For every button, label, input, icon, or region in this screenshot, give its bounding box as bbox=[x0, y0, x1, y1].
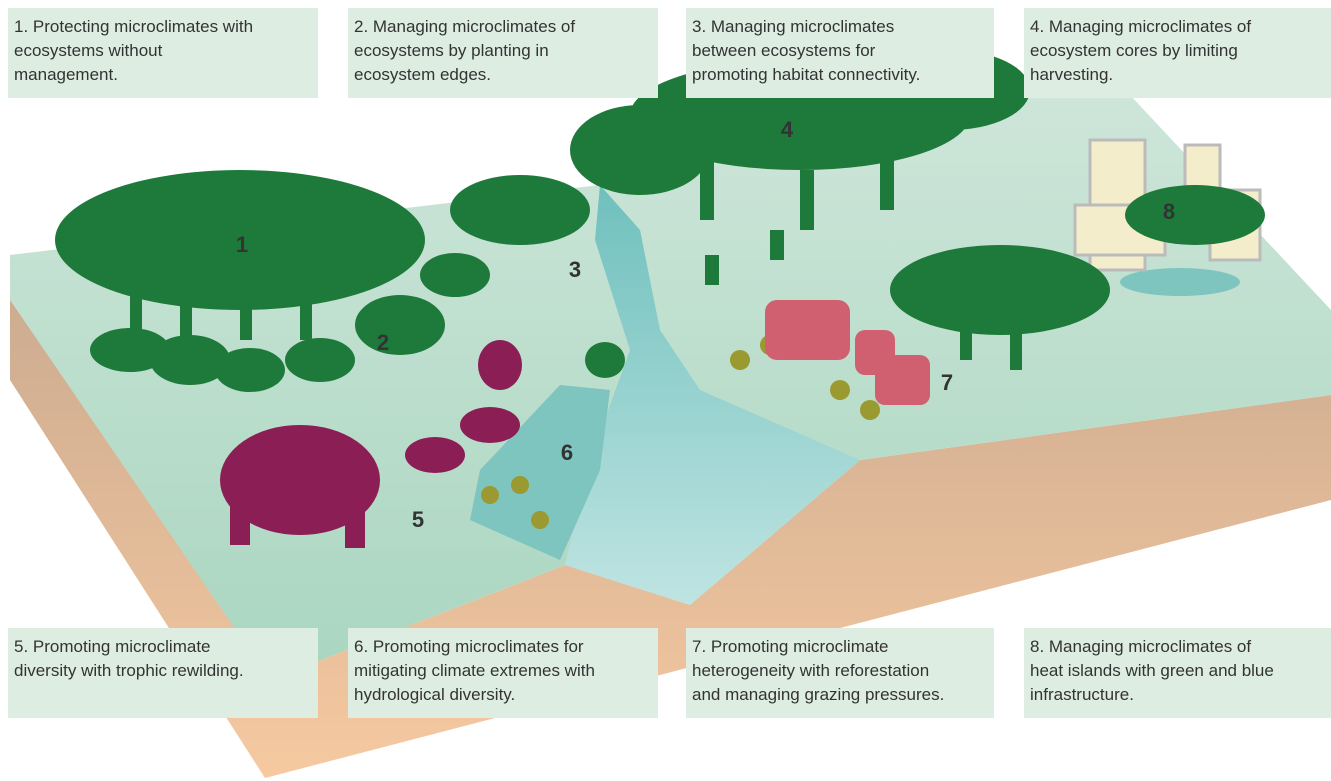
tree-shape bbox=[285, 338, 355, 382]
caption-line: 8. Managing microclimates of bbox=[1030, 637, 1251, 656]
caption-line: ecosystem cores by limiting bbox=[1030, 41, 1238, 60]
tree-shape bbox=[585, 342, 625, 378]
marker-number: 2 bbox=[377, 330, 389, 355]
landscape-shape bbox=[1120, 268, 1240, 296]
caption-line: and managing grazing pressures. bbox=[692, 685, 944, 704]
marker-number: 6 bbox=[561, 440, 573, 465]
flower-shape bbox=[511, 476, 529, 494]
tree-shape bbox=[1125, 185, 1265, 245]
tree-shape bbox=[240, 290, 252, 340]
caption-line: 5. Promoting microclimate bbox=[14, 637, 211, 656]
animal-shape bbox=[230, 500, 250, 545]
flower-shape bbox=[830, 380, 850, 400]
page: 1. Protecting microclimates with ecosyste… bbox=[0, 0, 1331, 781]
animal-shape bbox=[478, 340, 522, 390]
animal-shape bbox=[875, 355, 930, 405]
marker-number: 3 bbox=[569, 257, 581, 282]
tree-shape bbox=[420, 253, 490, 297]
caption-line: heterogeneity with reforestation bbox=[692, 661, 929, 680]
tree-shape bbox=[180, 290, 192, 350]
flower-shape bbox=[531, 511, 549, 529]
marker-number: 5 bbox=[412, 507, 424, 532]
marker-number: 8 bbox=[1163, 199, 1175, 224]
caption-line: mitigating climate extremes with bbox=[354, 661, 595, 680]
caption-line: 2. Managing microclimates of bbox=[354, 17, 575, 36]
tree-shape bbox=[880, 160, 894, 210]
caption-line: diversity with trophic rewilding. bbox=[14, 661, 244, 680]
tree-shape bbox=[705, 255, 719, 285]
tree-shape bbox=[960, 300, 972, 360]
animal-shape bbox=[460, 407, 520, 443]
caption-line: 6. Promoting microclimates for bbox=[354, 637, 584, 656]
flower-shape bbox=[730, 350, 750, 370]
caption-line: ecosystems by planting in bbox=[354, 41, 549, 60]
tree-shape bbox=[450, 175, 590, 245]
caption-line: management. bbox=[14, 65, 118, 84]
caption-line: harvesting. bbox=[1030, 65, 1113, 84]
animal-shape bbox=[765, 300, 850, 360]
caption-line: ecosystem edges. bbox=[354, 65, 491, 84]
caption-line: promoting habitat connectivity. bbox=[692, 65, 920, 84]
tree-shape bbox=[355, 295, 445, 355]
marker-number: 4 bbox=[781, 117, 794, 142]
caption-line: 7. Promoting microclimate bbox=[692, 637, 889, 656]
tree-shape bbox=[700, 150, 714, 220]
caption-line: 4. Managing microclimates of bbox=[1030, 17, 1251, 36]
caption-line: 1. Protecting microclimates with bbox=[14, 17, 253, 36]
caption-line: heat islands with green and blue bbox=[1030, 661, 1274, 680]
caption-line: ecosystems without bbox=[14, 41, 163, 60]
flower-shape bbox=[860, 400, 880, 420]
tree-shape bbox=[1010, 300, 1022, 370]
caption-line: between ecosystems for bbox=[692, 41, 876, 60]
animal-shape bbox=[345, 500, 365, 548]
tree-shape bbox=[770, 230, 784, 260]
caption-line: infrastructure. bbox=[1030, 685, 1134, 704]
tree-shape bbox=[130, 280, 142, 330]
illustration: 1. Protecting microclimates with ecosyste… bbox=[0, 0, 1331, 781]
caption-line: hydrological diversity. bbox=[354, 685, 515, 704]
tree-shape bbox=[800, 170, 814, 230]
caption-line: 3. Managing microclimates bbox=[692, 17, 894, 36]
animal-shape bbox=[405, 437, 465, 473]
marker-number: 1 bbox=[236, 232, 248, 257]
tree-shape bbox=[890, 245, 1110, 335]
tree-shape bbox=[300, 290, 312, 340]
marker-number: 7 bbox=[941, 370, 953, 395]
flower-shape bbox=[481, 486, 499, 504]
